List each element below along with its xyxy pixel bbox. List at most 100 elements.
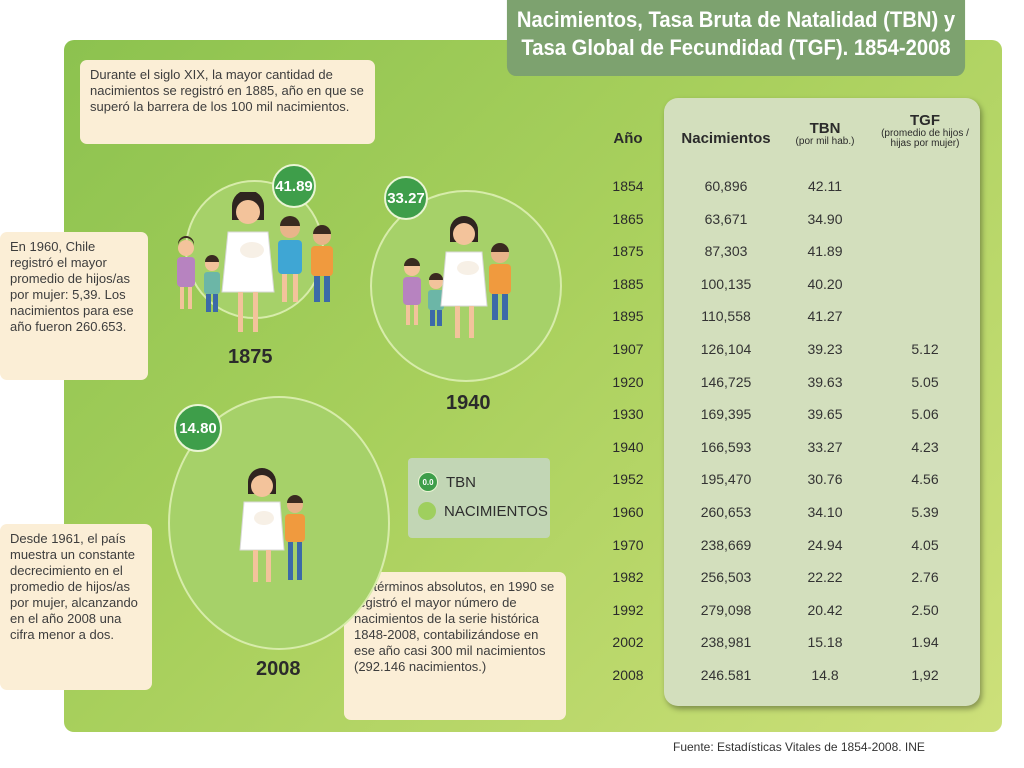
table-header-tbn: TBN (por mil hab.) [782,120,868,147]
table-cell-year: 1865 [612,210,644,227]
bubble-year-1940: 1940 [446,392,491,414]
note-1960-text: En 1960, Chile registró el mayor promedi… [10,239,134,334]
table-cell-tbn: 34.90 [807,210,843,227]
table-cell-tbn: 39.63 [807,373,843,390]
table-cell-births: 238,981 [700,634,752,651]
table-cell-year: 1920 [612,373,644,390]
legend-tbn-swatch: 0.0 [418,472,438,492]
note-1960: En 1960, Chile registró el mayor promedi… [0,232,148,380]
table-cell-births: 256,503 [700,569,752,586]
legend-nacimientos: NACIMIENTOS [418,502,548,520]
mother-figure [239,468,285,582]
title-line-2: Tasa Global de Fecundidad (TGF). 1854-20… [521,35,951,60]
table-header-tbn-unit: (por mil hab.) [795,136,855,147]
table-header-tbn-label: TBN [809,120,841,137]
legend-tbn-badge-text: 0.0 [422,477,434,487]
table-cell-tgf: 1.94 [911,634,939,651]
family-1875-illustration [177,192,333,332]
legend-nacimientos-label: NACIMIENTOS [444,502,548,520]
table-cell-year: 1992 [612,601,644,618]
child-figure [177,236,195,309]
table-cell-tbn: 41.27 [807,308,843,325]
bubble-year-1875: 1875 [228,346,273,368]
table-cell-tbn: 39.65 [807,406,843,423]
table-cell-tgf: 2.50 [911,601,939,618]
table-cell-births: 260,653 [700,504,752,520]
table-cell-tbn: 24.94 [807,536,843,553]
table-cell-births: 60,896 [704,178,748,194]
table-cell-year: 1875 [612,243,644,260]
table-cell-tbn: 40.20 [807,275,843,292]
table-cell-births: 87,303 [704,243,748,260]
table-cell-births: 100,135 [700,275,752,292]
data-table-background [664,98,980,706]
note-1961: Desde 1961, el país muestra un constante… [0,524,152,690]
mother-figure [221,192,275,332]
table-cell-tgf: 4.05 [911,536,939,553]
tbn-value-2008: 14.80 [179,419,217,437]
table-cell-year: 2008 [612,667,644,683]
table-cell-tbn: 34.10 [807,504,843,520]
table-cell-tgf: 5.06 [911,406,939,423]
chart-legend: 0.0 TBN NACIMIENTOS [408,458,550,538]
table-cell-tgf: 4.56 [911,471,939,488]
tbn-badge-1940: 33.27 [384,176,428,220]
table-cell-tbn: 33.27 [807,438,843,455]
table-cell-tbn: 42.11 [808,178,842,194]
table-cell-year: 1930 [612,406,644,423]
legend-tbn: 0.0 TBN [418,472,476,492]
bubble-year-2008: 2008 [256,658,301,680]
table-header-tgf-unit: (promedio de hijos / hijas por mujer) [881,128,969,149]
table-header-year: Año [613,130,643,147]
table-cell-tgf: 5.05 [911,373,939,390]
table-cell-births: 238,669 [700,536,752,553]
table-cell-births: 63,671 [704,210,748,227]
child-figure [403,258,421,325]
child-figure [428,273,444,326]
note-1961-text: Desde 1961, el país muestra un constante… [10,531,138,642]
table-cell-births: 195,470 [700,471,752,488]
family-2008-illustration [239,468,305,582]
table-cell-tbn: 39.23 [807,341,843,357]
note-1990-text: En términos absolutos, en 1990 se regist… [354,579,555,674]
table-cell-year: 1940 [612,438,644,455]
child-figure [285,495,305,580]
table-cell-year: 1895 [612,308,644,325]
table-cell-tbn: 14.8 [811,667,839,683]
title-line-1: Nacimientos, Tasa Bruta de Natalidad (TB… [516,7,956,32]
table-cell-year: 1982 [612,569,644,586]
page-title: Nacimientos, Tasa Bruta de Natalidad (TB… [506,0,966,76]
table-cell-tgf: 5.12 [911,341,939,357]
table-cell-year: 1970 [612,536,644,553]
legend-tbn-label: TBN [446,473,476,491]
child-figure [204,255,220,312]
table-header-tgf-label: TGF [910,112,940,129]
table-cell-tgf: 5.39 [911,504,939,520]
source-note: Fuente: Estadísticas Vitales de 1854-200… [673,740,925,754]
table-cell-births: 246.581 [700,667,752,683]
table-cell-births: 126,104 [700,341,752,357]
note-top-text: Durante el siglo XIX, la mayor cantidad … [90,67,364,114]
tbn-badge-1875: 41.89 [272,164,316,208]
table-cell-tbn: 30.76 [807,471,843,488]
table-cell-year: 1854 [612,178,644,194]
child-figure [489,243,511,320]
table-cell-births: 279,098 [700,601,752,618]
table-cell-year: 1885 [612,275,644,292]
note-1990: En términos absolutos, en 1990 se regist… [344,572,566,720]
tbn-badge-2008: 14.80 [174,404,222,452]
table-cell-tbn: 15.18 [807,634,843,651]
tbn-value-1875: 41.89 [275,177,313,195]
child-figure [278,216,302,302]
table-cell-year: 1960 [612,504,644,520]
table-cell-tgf: 2.76 [911,569,939,586]
child-figure [311,225,333,302]
table-cell-year: 1907 [612,341,644,357]
tbn-value-1940: 33.27 [387,189,425,207]
legend-nacimientos-swatch [418,502,436,520]
table-cell-tgf: 1,92 [911,667,939,683]
mother-figure [440,216,488,338]
table-cell-births: 146,725 [700,373,752,390]
table-cell-tgf: 4.23 [911,438,939,455]
table-cell-tbn: 20.42 [807,601,843,618]
